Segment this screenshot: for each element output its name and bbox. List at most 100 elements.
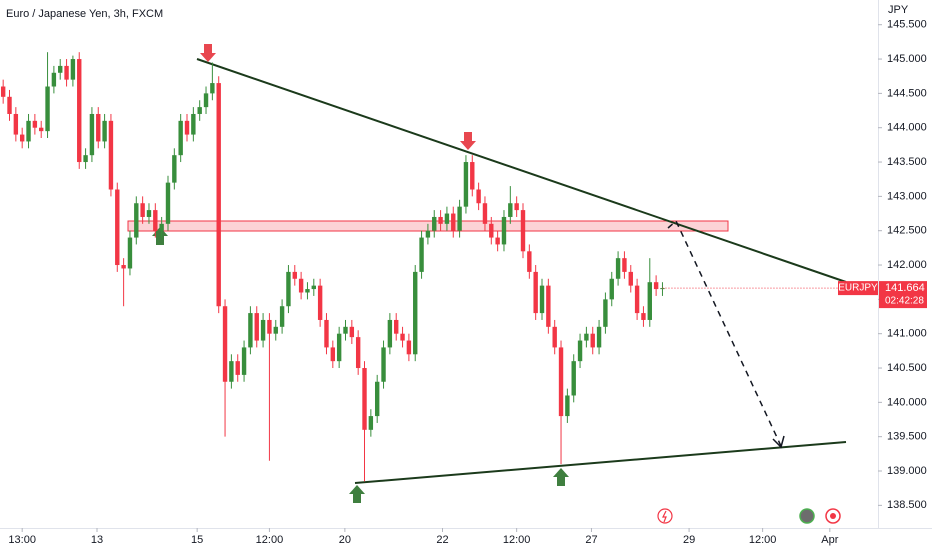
- candle-body: [349, 326, 355, 338]
- candle-body: [235, 361, 240, 375]
- symbol-label: EURJPY: [838, 283, 878, 294]
- candle-body: [121, 265, 126, 269]
- chart-title: Euro / Japanese Yen, 3h, FXCM: [6, 8, 163, 20]
- candle-body: [343, 326, 348, 334]
- x-tick-label: 12:00: [256, 534, 284, 546]
- price-tag: [879, 281, 927, 309]
- x-tick-label: 29: [683, 534, 695, 546]
- candle-body: [248, 313, 253, 348]
- candle-body: [305, 289, 310, 293]
- candle-body: [58, 65, 63, 73]
- candle-body: [324, 319, 329, 348]
- candle-body: [0, 86, 6, 97]
- projection-path: [667, 219, 782, 447]
- candle-body: [463, 162, 469, 207]
- event-icon[interactable]: [799, 508, 815, 524]
- candle-body: [159, 223, 164, 231]
- y-tick-label: 144.500: [887, 87, 927, 99]
- x-tick-label: Apr: [821, 534, 838, 546]
- candle-body: [647, 282, 652, 320]
- event-icon-dot: [830, 513, 836, 519]
- candle-body: [615, 258, 621, 279]
- toolbar-icons: [657, 508, 841, 524]
- candle-body: [628, 271, 633, 286]
- event-icon[interactable]: [657, 508, 673, 524]
- y-tick-label: 144.000: [887, 122, 927, 134]
- candle-body: [267, 319, 272, 334]
- candle-body: [64, 65, 69, 80]
- candle-body: [413, 271, 418, 355]
- y-axis-label: JPY: [888, 4, 909, 16]
- candle-body: [153, 210, 158, 231]
- x-tick-label: 27: [585, 534, 597, 546]
- candle-body: [609, 278, 614, 300]
- event-icon[interactable]: [825, 508, 841, 524]
- candle-body: [552, 326, 557, 348]
- candle-body: [641, 313, 646, 320]
- candle-body: [89, 113, 95, 156]
- candle-body: [26, 120, 31, 142]
- candle-body: [444, 213, 450, 224]
- candle-body: [394, 319, 399, 334]
- candle-body: [216, 83, 221, 307]
- candle-body: [622, 258, 627, 272]
- x-tick-label: 12:00: [503, 534, 531, 546]
- candle-body: [197, 107, 202, 114]
- candle-body: [438, 216, 443, 224]
- candle-body: [457, 206, 462, 231]
- candle-body: [495, 237, 500, 245]
- y-tick-label: 145.500: [887, 19, 927, 31]
- candle-body: [146, 210, 152, 217]
- up-arrow: [553, 468, 569, 486]
- candle-body: [546, 285, 551, 327]
- candle-body: [241, 347, 247, 375]
- candle-body: [336, 333, 342, 362]
- candle-body: [355, 337, 361, 369]
- candle-body: [292, 271, 297, 279]
- x-tick-label: 13: [91, 534, 103, 546]
- countdown-label: 02:42:28: [885, 296, 924, 307]
- candle-body: [514, 203, 519, 211]
- candle-body: [298, 278, 304, 293]
- candle-body: [39, 127, 44, 132]
- candle-body: [191, 113, 196, 135]
- candle-body: [7, 96, 12, 114]
- candle-body: [32, 120, 38, 128]
- candle-body: [13, 113, 19, 135]
- candle-body: [83, 155, 88, 163]
- projection-arrowhead: [772, 435, 785, 449]
- candle-body: [596, 326, 602, 348]
- up-arrow: [152, 227, 168, 245]
- candle-body: [362, 368, 367, 430]
- candle-body: [482, 203, 488, 224]
- y-tick-label: 145.000: [887, 53, 927, 65]
- trend-line: [354, 441, 847, 484]
- candle-body: [127, 237, 133, 269]
- candle-body: [634, 285, 640, 314]
- candle-body: [533, 271, 538, 314]
- candle-body: [330, 347, 336, 362]
- candle-body: [210, 83, 215, 94]
- candle-body: [19, 134, 25, 142]
- candle-body: [381, 347, 386, 382]
- event-icon-bolt: [662, 510, 667, 523]
- candle-body: [70, 59, 76, 80]
- candle-body: [96, 113, 101, 142]
- candle-body: [254, 313, 259, 341]
- candle-body: [406, 340, 412, 355]
- down-arrow: [460, 132, 476, 150]
- candle-body: [115, 189, 120, 266]
- candle-body: [425, 230, 431, 238]
- candle-body: [102, 120, 107, 142]
- y-tick-label: 140.000: [887, 396, 927, 408]
- x-tick-label: 22: [436, 534, 448, 546]
- candle-body: [558, 347, 564, 417]
- candle-body: [286, 271, 291, 307]
- candle-body: [470, 162, 475, 190]
- candle-body: [476, 189, 481, 204]
- candle-body: [172, 155, 177, 183]
- candle-body: [184, 120, 190, 135]
- candle-body: [584, 333, 589, 341]
- candle-body: [508, 203, 513, 217]
